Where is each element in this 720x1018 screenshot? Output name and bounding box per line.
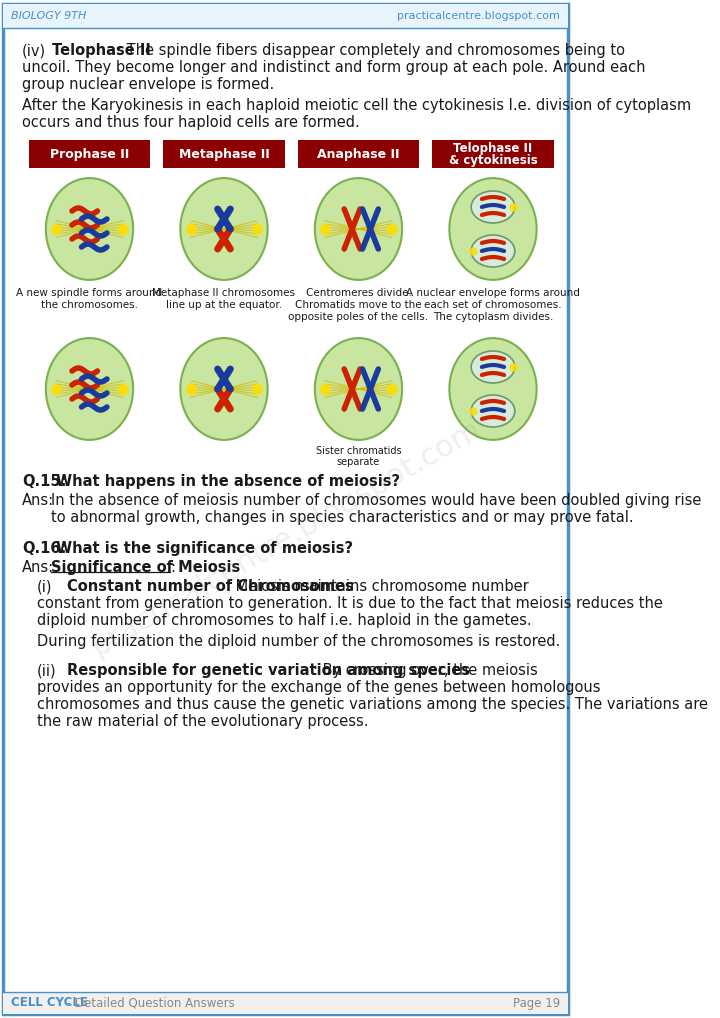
Text: (iv): (iv) xyxy=(22,43,46,58)
Text: Q.16:: Q.16: xyxy=(22,541,66,556)
FancyBboxPatch shape xyxy=(3,4,568,1014)
Ellipse shape xyxy=(46,338,133,440)
Text: BIOLOGY 9TH: BIOLOGY 9TH xyxy=(11,11,86,21)
Text: Anaphase II: Anaphase II xyxy=(318,148,400,161)
Text: Responsible for genetic variation among species: Responsible for genetic variation among … xyxy=(67,663,469,678)
Text: Metaphase II: Metaphase II xyxy=(179,148,269,161)
Text: Telophase II: Telophase II xyxy=(454,142,533,155)
Ellipse shape xyxy=(46,178,133,280)
Text: practicalcentre.blogspot.com: practicalcentre.blogspot.com xyxy=(397,11,560,21)
Text: Page 19: Page 19 xyxy=(513,997,560,1010)
Text: chromosomes and thus cause the genetic variations among the species. The variati: chromosomes and thus cause the genetic v… xyxy=(37,697,708,712)
Text: Ans:: Ans: xyxy=(22,560,54,575)
Bar xyxy=(3,992,568,1014)
Text: Constant number of Chromosomes: Constant number of Chromosomes xyxy=(67,579,354,593)
Text: the chromosomes.: the chromosomes. xyxy=(41,300,138,310)
FancyBboxPatch shape xyxy=(29,140,150,168)
Text: opposite poles of the cells.: opposite poles of the cells. xyxy=(289,312,428,322)
Text: CELL CYCLE: CELL CYCLE xyxy=(11,997,88,1010)
Text: What is the significance of meiosis?: What is the significance of meiosis? xyxy=(55,541,353,556)
Ellipse shape xyxy=(180,338,268,440)
Text: provides an opportunity for the exchange of the genes between homologous: provides an opportunity for the exchange… xyxy=(37,680,600,695)
Text: : Meiosis maintains chromosome number: : Meiosis maintains chromosome number xyxy=(226,579,529,593)
Text: the raw material of the evolutionary process.: the raw material of the evolutionary pro… xyxy=(37,714,368,729)
Text: The cytoplasm divides.: The cytoplasm divides. xyxy=(433,312,553,322)
Text: A new spindle forms around: A new spindle forms around xyxy=(17,288,163,298)
Text: After the Karyokinesis in each haploid meiotic cell the cytokinesis I.e. divisio: After the Karyokinesis in each haploid m… xyxy=(22,98,691,113)
Text: Chromatids move to the: Chromatids move to the xyxy=(295,300,422,310)
Ellipse shape xyxy=(449,178,536,280)
Ellipse shape xyxy=(471,191,515,223)
Text: : The spindle fibers disappear completely and chromosomes being to: : The spindle fibers disappear completel… xyxy=(117,43,626,58)
Bar xyxy=(3,4,568,29)
Text: line up at the equator.: line up at the equator. xyxy=(166,300,282,310)
Text: practicalcentre.blogspot.com: practicalcentre.blogspot.com xyxy=(86,414,486,662)
Ellipse shape xyxy=(315,178,402,280)
Text: What happens in the absence of meiosis?: What happens in the absence of meiosis? xyxy=(55,474,400,489)
Text: Significance of Meiosis: Significance of Meiosis xyxy=(51,560,240,575)
Text: group nuclear envelope is formed.: group nuclear envelope is formed. xyxy=(22,77,274,92)
Text: - Detailed Question Answers: - Detailed Question Answers xyxy=(63,997,235,1010)
Text: Ans:: Ans: xyxy=(22,493,54,508)
FancyBboxPatch shape xyxy=(163,140,285,168)
FancyBboxPatch shape xyxy=(297,140,419,168)
Text: Metaphase II chromosomes: Metaphase II chromosomes xyxy=(153,288,295,298)
Text: Sister chromatids: Sister chromatids xyxy=(315,446,401,456)
Text: : By crossing over, the meiosis: : By crossing over, the meiosis xyxy=(312,663,537,678)
Text: diploid number of chromosomes to half i.e. haploid in the gametes.: diploid number of chromosomes to half i.… xyxy=(37,613,531,628)
FancyBboxPatch shape xyxy=(432,140,554,168)
Text: each set of chromosomes.: each set of chromosomes. xyxy=(424,300,562,310)
Ellipse shape xyxy=(471,235,515,267)
Ellipse shape xyxy=(180,178,268,280)
Ellipse shape xyxy=(471,395,515,427)
Text: separate: separate xyxy=(337,457,380,467)
Ellipse shape xyxy=(315,338,402,440)
Text: & cytokinesis: & cytokinesis xyxy=(449,154,537,167)
Text: constant from generation to generation. It is due to the fact that meiosis reduc: constant from generation to generation. … xyxy=(37,596,662,611)
Text: Prophase II: Prophase II xyxy=(50,148,129,161)
Ellipse shape xyxy=(449,338,536,440)
Text: Q.15:: Q.15: xyxy=(22,474,67,489)
Text: During fertilization the diploid number of the chromosomes is restored.: During fertilization the diploid number … xyxy=(37,634,560,649)
Text: uncoil. They become longer and indistinct and form group at each pole. Around ea: uncoil. They become longer and indistinc… xyxy=(22,60,646,75)
Text: Centromeres divide.: Centromeres divide. xyxy=(305,288,411,298)
Text: (i): (i) xyxy=(37,579,52,593)
Text: (ii): (ii) xyxy=(37,663,56,678)
Text: occurs and thus four haploid cells are formed.: occurs and thus four haploid cells are f… xyxy=(22,115,360,130)
Ellipse shape xyxy=(471,351,515,383)
Text: to abnormal growth, changes in species characteristics and or may prove fatal.: to abnormal growth, changes in species c… xyxy=(51,510,634,525)
Text: A nuclear envelope forms around: A nuclear envelope forms around xyxy=(406,288,580,298)
Text: Telophase II: Telophase II xyxy=(53,43,151,58)
Text: In the absence of meiosis number of chromosomes would have been doubled giving r: In the absence of meiosis number of chro… xyxy=(51,493,701,508)
Text: :: : xyxy=(170,560,175,575)
